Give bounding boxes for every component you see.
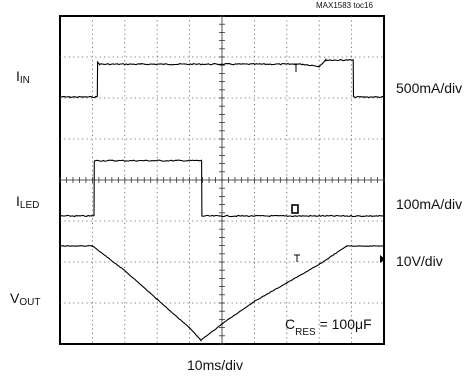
- channel-label-iled-sub: LED: [19, 200, 40, 211]
- channel-label-iled-main: I: [16, 193, 20, 209]
- trace-vout: [59, 245, 385, 343]
- channel-label-iin-sub: IN: [19, 75, 30, 86]
- channel-label-vout: VOUT: [10, 291, 40, 308]
- channel-label-vout-main: V: [10, 290, 20, 306]
- scope-markers: [291, 63, 385, 263]
- scale-iin: 500mA/div: [396, 80, 463, 96]
- figure-reference-tag: MAX1583 toc16: [316, 1, 373, 10]
- trace-iin: [59, 58, 385, 99]
- channel-label-iin: IIN: [16, 69, 30, 86]
- trigger-level-arrow: [380, 255, 385, 263]
- scale-iled: 100mA/div: [396, 196, 463, 212]
- scope-traces: [59, 58, 385, 343]
- trace-marker-vout: [294, 254, 300, 262]
- cres-sub: RES: [295, 326, 316, 338]
- trace-marker-iin: [293, 63, 299, 72]
- trace-marker-iled: [291, 204, 299, 214]
- scale-vout: 10V/div: [396, 253, 443, 269]
- channel-label-iin-main: I: [16, 68, 20, 84]
- cres-value: = 100μF: [315, 316, 372, 332]
- channel-label-iled: ILED: [16, 194, 39, 211]
- trace-iled: [59, 159, 385, 218]
- capacitance-annotation: CRES = 100μF: [285, 317, 372, 338]
- cres-main: C: [285, 316, 296, 332]
- channel-label-vout-sub: OUT: [19, 297, 41, 308]
- timebase-label: 10ms/div: [187, 357, 244, 373]
- scope-grid: [59, 15, 385, 345]
